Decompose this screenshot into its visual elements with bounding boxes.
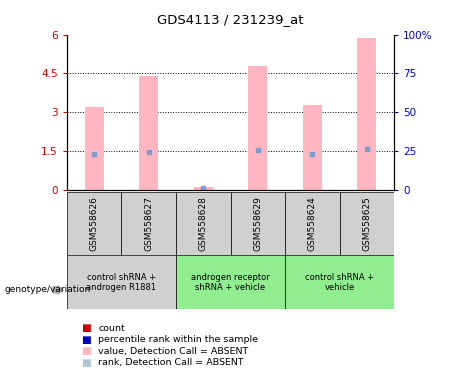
FancyBboxPatch shape	[285, 192, 340, 255]
FancyBboxPatch shape	[176, 255, 285, 309]
Text: androgen receptor
shRNA + vehicle: androgen receptor shRNA + vehicle	[191, 273, 270, 292]
Text: GSM558625: GSM558625	[362, 196, 372, 251]
Text: GSM558626: GSM558626	[89, 196, 99, 251]
Text: control shRNA +
vehicle: control shRNA + vehicle	[305, 273, 374, 292]
Text: GSM558627: GSM558627	[144, 196, 153, 251]
Bar	[139, 76, 158, 190]
Text: ■: ■	[81, 346, 90, 356]
Text: ■: ■	[81, 335, 90, 345]
FancyBboxPatch shape	[67, 192, 121, 255]
Bar	[248, 66, 267, 190]
FancyBboxPatch shape	[230, 192, 285, 255]
Text: GSM558628: GSM558628	[199, 196, 208, 251]
Text: percentile rank within the sample: percentile rank within the sample	[98, 335, 258, 344]
Text: GDS4113 / 231239_at: GDS4113 / 231239_at	[157, 13, 304, 26]
Text: ■: ■	[81, 323, 90, 333]
Bar	[357, 38, 377, 190]
FancyBboxPatch shape	[67, 255, 176, 309]
Bar	[303, 104, 322, 190]
Text: value, Detection Call = ABSENT: value, Detection Call = ABSENT	[98, 347, 248, 356]
Text: genotype/variation: genotype/variation	[5, 285, 91, 295]
Text: GSM558629: GSM558629	[253, 196, 262, 251]
Text: GSM558624: GSM558624	[308, 196, 317, 251]
FancyBboxPatch shape	[176, 192, 230, 255]
Bar	[84, 107, 104, 190]
Text: rank, Detection Call = ABSENT: rank, Detection Call = ABSENT	[98, 358, 244, 367]
Bar	[194, 187, 213, 190]
Text: control shRNA +
androgen R1881: control shRNA + androgen R1881	[86, 273, 156, 292]
Text: count: count	[98, 324, 125, 333]
Text: ■: ■	[81, 358, 90, 368]
FancyBboxPatch shape	[340, 192, 394, 255]
FancyBboxPatch shape	[285, 255, 394, 309]
FancyBboxPatch shape	[121, 192, 176, 255]
